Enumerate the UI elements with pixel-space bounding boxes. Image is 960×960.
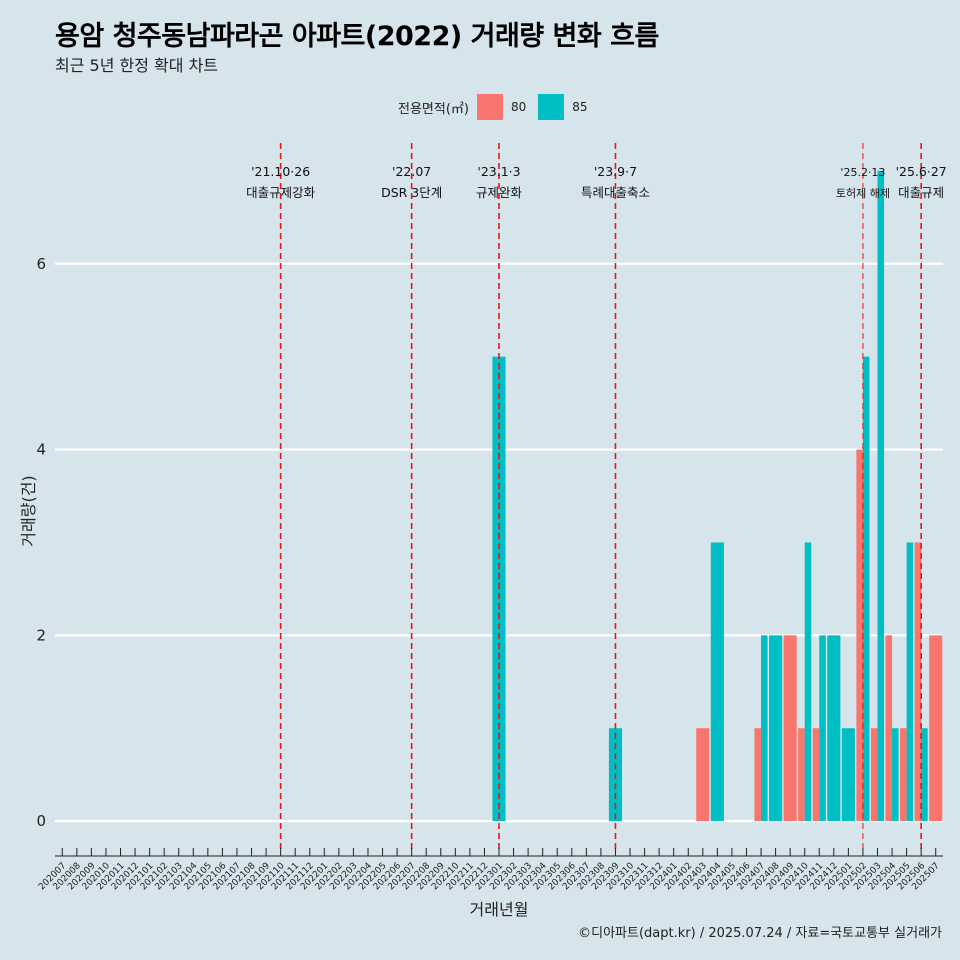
bar-85 — [827, 635, 841, 822]
y-tick-label: 4 — [36, 441, 46, 459]
bar-85 — [841, 728, 855, 822]
bar-80 — [783, 635, 797, 822]
event-label: DSR 3단계 — [381, 185, 442, 200]
legend-title: 전용면적(㎡) — [398, 101, 469, 117]
bar-80 — [812, 728, 820, 822]
bar-85 — [862, 356, 870, 822]
bar-80 — [696, 728, 710, 822]
event-date: '22.07 — [392, 164, 431, 179]
bar-85 — [761, 635, 768, 822]
bar-85 — [769, 635, 783, 822]
y-axis-title: 거래량(건) — [19, 475, 38, 546]
event-date: '23.9·7 — [594, 164, 637, 179]
bar-80 — [870, 728, 878, 822]
bar-80 — [900, 728, 907, 822]
event-label: 토허제 해제 — [836, 186, 890, 200]
event-label: 규제완화 — [476, 185, 523, 200]
event-date: '25.6·27 — [896, 164, 947, 179]
event-date: '25.2·13 — [840, 166, 885, 179]
event-label: 특례대출축소 — [581, 185, 650, 200]
bar-80 — [754, 728, 762, 822]
legend-key-80 — [476, 94, 503, 120]
chart-title: 용암 청주동남파라곤 아파트(2022) 거래량 변화 흐름 — [55, 21, 659, 52]
bar-80 — [885, 635, 893, 822]
event-date: '23.1·3 — [477, 164, 520, 179]
event-label: 대출규제강화 — [246, 185, 316, 200]
y-tick-label: 2 — [36, 626, 46, 644]
bar-80 — [914, 542, 922, 822]
bar-80 — [856, 449, 863, 822]
y-tick-label: 6 — [36, 255, 46, 273]
bar-85 — [906, 542, 914, 822]
x-axis-title: 거래년월 — [470, 900, 529, 919]
legend: 전용면적(㎡) 80 85 — [398, 93, 600, 121]
legend-label-80: 80 — [510, 100, 527, 114]
bar-80 — [929, 635, 943, 822]
source-caption: ©디아파트(dapt.kr) / 2025.07.24 / 자료=국토교통부 실… — [578, 926, 942, 941]
legend-label-85: 85 — [572, 100, 588, 114]
y-tick-label: 0 — [36, 812, 46, 830]
bar-85 — [710, 542, 724, 822]
bar-85 — [892, 728, 899, 822]
bar-85 — [819, 635, 826, 822]
bar-85 — [877, 170, 885, 822]
legend-key-85 — [538, 94, 565, 120]
chart-subtitle: 최근 5년 한정 확대 차트 — [55, 56, 219, 75]
bar-85 — [921, 728, 928, 822]
event-date: '21.10·26 — [251, 164, 310, 179]
bar-85 — [804, 542, 812, 822]
bar-80 — [798, 728, 805, 822]
event-label: 대출규제 — [898, 185, 944, 200]
